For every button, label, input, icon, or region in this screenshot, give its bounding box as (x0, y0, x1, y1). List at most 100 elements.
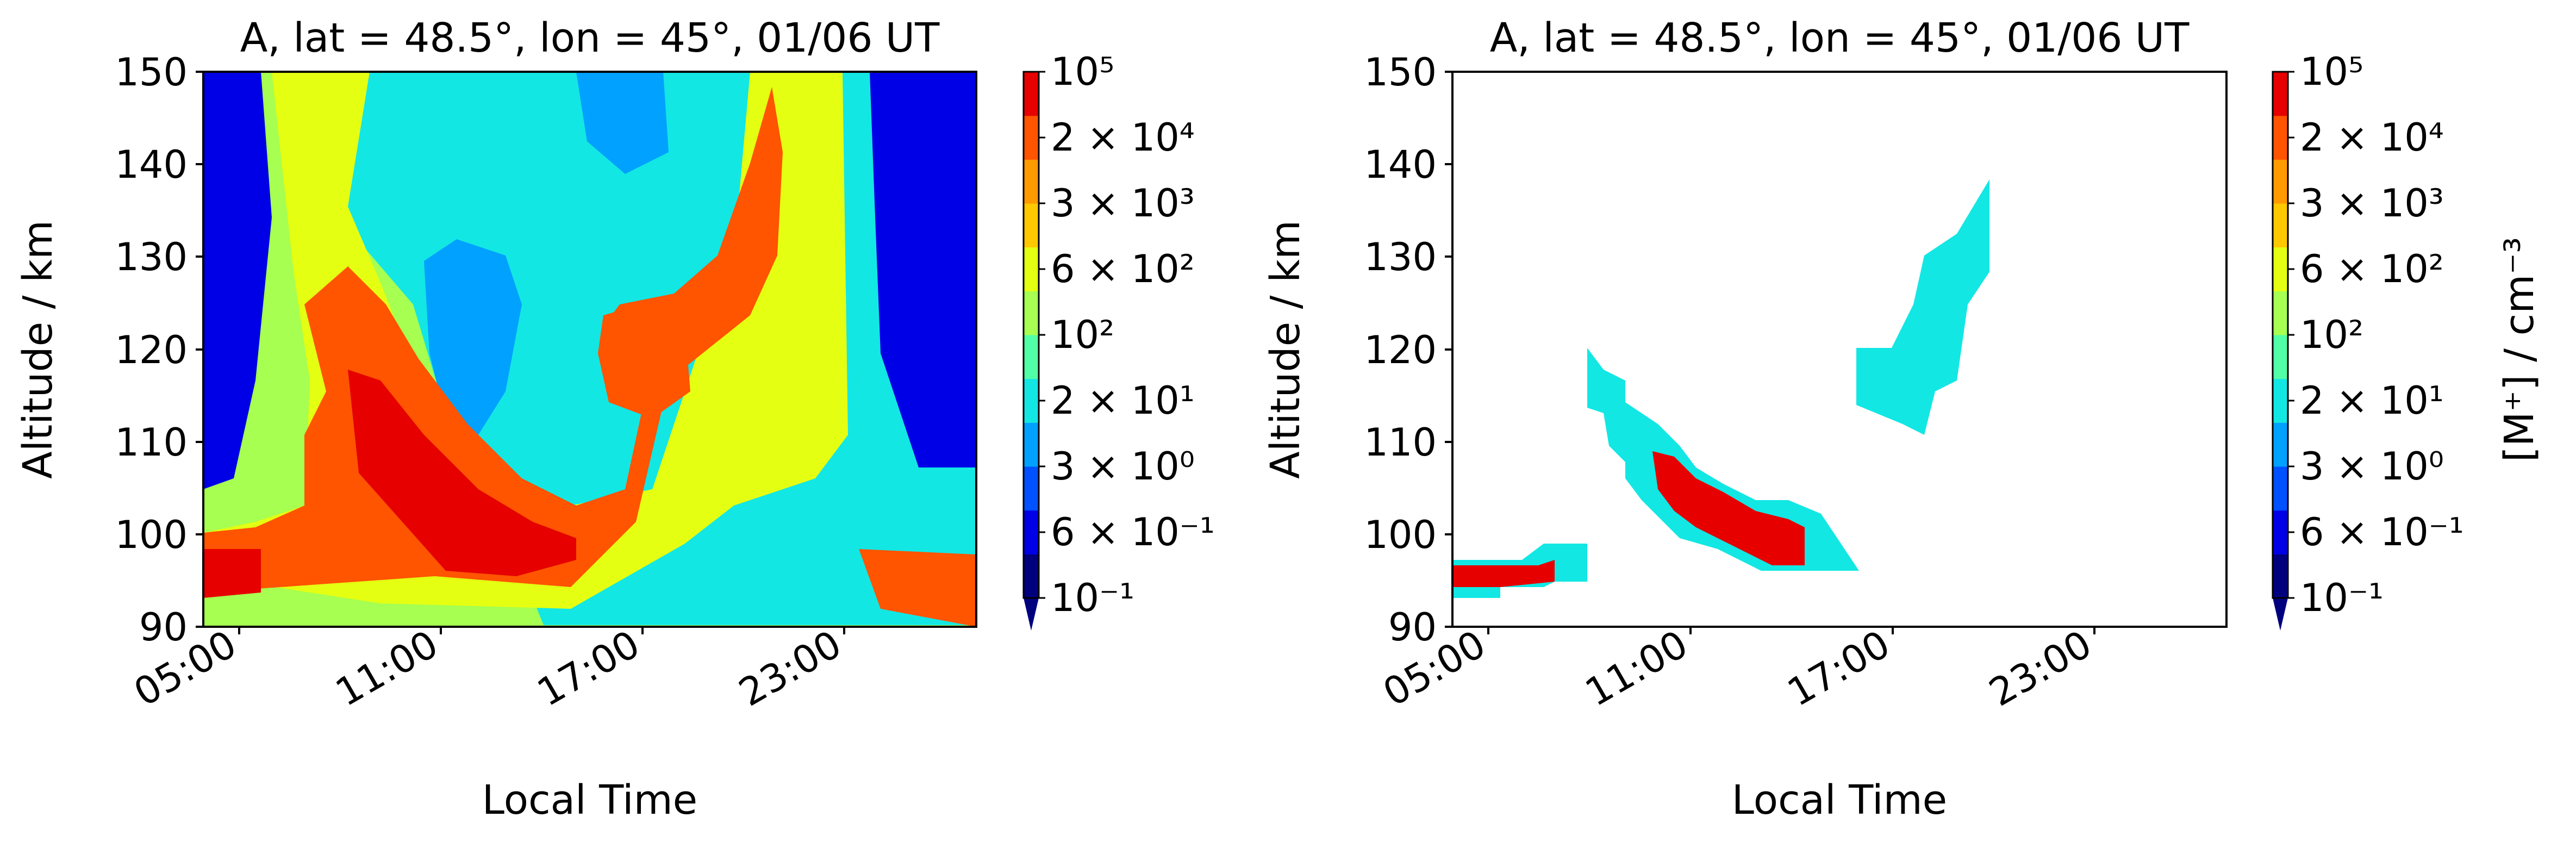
right-y-tick-label: 120 (1364, 328, 1437, 372)
right-colorbar-level-band (2273, 335, 2288, 379)
right-colorbar-level-band (2273, 115, 2288, 160)
left-colorbar-level-band (1024, 159, 1039, 204)
right-x-tick-label: 17:00 (1780, 622, 1898, 715)
left-colorbar-ticks: 10⁻¹ 6 × 10⁻¹ 3 × 10⁰ 2 × 10¹ 10² 6 × 10² 3 × … (1039, 49, 1215, 620)
left-y-tick-label: 140 (115, 142, 188, 187)
right-y-tick-label: 150 (1364, 50, 1437, 95)
right-colorbar-tick-label: 2 × 10¹ (2300, 378, 2444, 423)
left-region-blue-patch (424, 239, 522, 435)
left-colorbar-level-band (1024, 335, 1039, 379)
left-x-tick-label: 23:00 (732, 622, 849, 715)
left-colorbar-level-band (1024, 422, 1039, 467)
left-region-orange-right (859, 549, 976, 627)
right-x-axis: 05:00 11:00 17:00 23:00 Local Time (1376, 622, 2099, 824)
left-region-red-right-patch (598, 304, 690, 419)
left-colorbar-level-band (1024, 247, 1039, 291)
left-colorbar-tick-label: 3 × 10³ (1051, 181, 1195, 226)
right-colorbar-level-band (2273, 72, 2288, 116)
right-colorbar-tick-label: 10⁵ (2300, 49, 2363, 94)
right-x-axis-label: Local Time (1732, 777, 1947, 824)
right-colorbar-tick-label: 10² (2300, 313, 2363, 357)
right-region-descending-layer (1587, 348, 1859, 571)
right-colorbar-level-band (2273, 554, 2288, 598)
left-region-left-dark-blue (203, 72, 272, 489)
left-chart: A, lat = 48.5°, lon = 45°, 01/06 UT (15, 15, 1215, 824)
left-colorbar-extend-triangle (1024, 598, 1039, 631)
left-colorbar-levels (1024, 72, 1039, 598)
right-colorbar-level-band (2273, 247, 2288, 291)
left-y-tick-label: 110 (115, 420, 188, 465)
left-chart-title: A, lat = 48.5°, lon = 45°, 01/06 UT (240, 15, 940, 61)
right-region-red-core-low (1452, 560, 1555, 587)
left-colorbar-tick-label: 6 × 10² (1051, 247, 1195, 291)
left-y-tick-label: 150 (115, 50, 188, 95)
right-colorbar-tick-label: 6 × 10⁻¹ (2300, 510, 2464, 554)
left-colorbar-tick-label: 2 × 10⁴ (1051, 115, 1195, 160)
left-y-axis: 90 100 110 120 130 140 150 Altitude / km (15, 50, 203, 650)
left-y-axis-label: Altitude / km (15, 220, 61, 479)
left-colorbar-level-band (1024, 510, 1039, 554)
right-colorbar-tick-label: 10⁻¹ (2300, 576, 2384, 620)
left-colorbar-level-band (1024, 378, 1039, 423)
right-colorbar-level-band (2273, 510, 2288, 554)
right-x-tick-label: 23:00 (1982, 622, 2099, 715)
right-colorbar-tick-label: 3 × 10⁰ (2300, 444, 2444, 489)
left-colorbar-level-band (1024, 554, 1039, 598)
right-y-tick-label: 100 (1364, 513, 1437, 557)
left-region-red-layer (348, 370, 576, 576)
right-x-tick-label: 11:00 (1578, 622, 1695, 715)
left-colorbar-tick-label: 6 × 10⁻¹ (1051, 510, 1215, 554)
right-colorbar-level-band (2273, 159, 2288, 204)
left-colorbar-level-band (1024, 203, 1039, 248)
right-colorbar-tick-label: 6 × 10² (2300, 247, 2444, 291)
left-x-axis-label: Local Time (482, 777, 697, 824)
right-contour-fill (1452, 179, 1989, 598)
left-colorbar-tick-label: 10⁵ (1051, 49, 1114, 94)
left-contour-fill (203, 72, 976, 627)
left-colorbar-level-band (1024, 115, 1039, 160)
right-plot-background (1452, 72, 2226, 627)
left-colorbar-tick-label: 2 × 10¹ (1051, 378, 1195, 423)
left-y-tick-label: 90 (139, 605, 188, 650)
right-colorbar-extend-triangle (2273, 598, 2288, 631)
left-colorbar-level-band (1024, 291, 1039, 335)
right-y-tick-label: 130 (1364, 235, 1437, 279)
left-colorbar: 10⁻¹ 6 × 10⁻¹ 3 × 10⁰ 2 × 10¹ 10² 6 × 10² 3 × … (1022, 49, 1215, 631)
right-colorbar-levels (2273, 72, 2288, 598)
left-colorbar-level-band (1024, 72, 1039, 116)
left-colorbar-level-band (1024, 466, 1039, 511)
left-x-tick-label: 17:00 (530, 622, 647, 715)
right-colorbar-tick-label: 2 × 10⁴ (2300, 115, 2444, 160)
left-colorbar-tick-label: 10⁻¹ (1051, 576, 1134, 620)
left-y-tick-label: 100 (115, 513, 188, 557)
right-colorbar-label: [M⁺] / cm⁻³ (2496, 237, 2543, 462)
right-y-tick-label: 140 (1364, 142, 1437, 187)
right-colorbar-ticks: 10⁻¹ 6 × 10⁻¹ 3 × 10⁰ 2 × 10¹ 10² 6 × 10² 3 × … (2288, 49, 2464, 620)
left-region-blue-top-right (576, 72, 669, 174)
left-colorbar-tick-label: 3 × 10⁰ (1051, 444, 1195, 489)
left-colorbar-tick-label: 10² (1051, 313, 1114, 357)
right-y-axis: 90 100 110 120 130 140 150 Altitude / km (1262, 50, 1452, 650)
right-colorbar-level-band (2273, 291, 2288, 335)
right-chart-title: A, lat = 48.5°, lon = 45°, 01/06 UT (1490, 15, 2190, 61)
left-x-tick-label: 11:00 (328, 622, 446, 715)
left-region-red-low-left (203, 549, 261, 598)
left-x-axis: 05:00 11:00 17:00 23:00 Local Time (127, 622, 849, 824)
right-colorbar: 10⁻¹ 6 × 10⁻¹ 3 × 10⁰ 2 × 10¹ 10² 6 × 10² 3 × … (2272, 49, 2543, 631)
left-y-tick-label: 130 (115, 235, 188, 279)
right-colorbar-level-band (2273, 466, 2288, 511)
left-y-tick-label: 120 (115, 328, 188, 372)
right-y-tick-label: 110 (1364, 420, 1437, 465)
left-region-right-dark-blue (870, 72, 976, 467)
left-region-orange-layer (203, 87, 783, 593)
right-colorbar-level-band (2273, 378, 2288, 423)
right-region-red-core-mid (1652, 451, 1805, 565)
right-y-axis-label: Altitude / km (1262, 220, 1309, 479)
right-region-upper-patch (1856, 179, 1989, 435)
right-colorbar-level-band (2273, 203, 2288, 248)
right-colorbar-level-band (2273, 422, 2288, 467)
right-colorbar-tick-label: 3 × 10³ (2300, 181, 2444, 226)
right-y-tick-label: 90 (1388, 605, 1437, 650)
right-chart: A, lat = 48.5°, lon = 45°, 01/06 UT 90 1… (1262, 15, 2543, 824)
